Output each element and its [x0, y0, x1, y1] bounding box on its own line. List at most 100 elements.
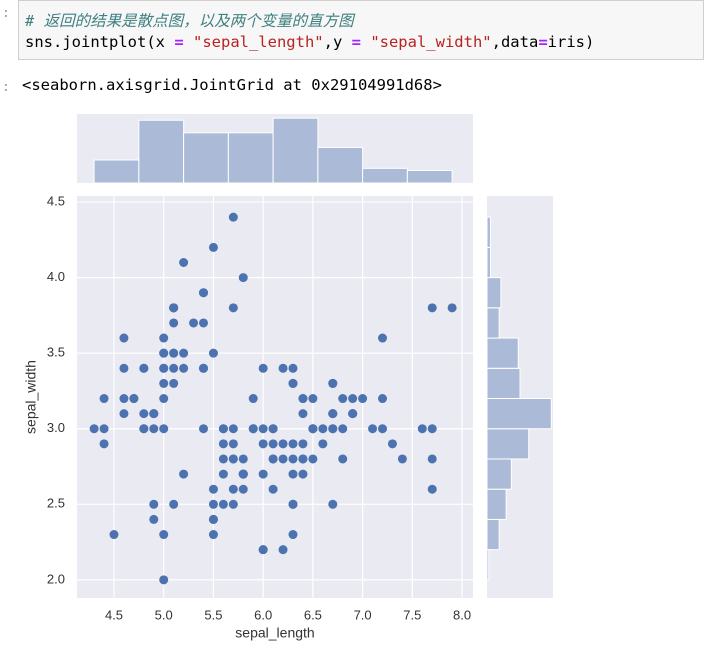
scatter-point	[119, 409, 129, 419]
histogram-bar	[486, 428, 530, 460]
histogram-bar	[486, 277, 502, 309]
scatter-point	[169, 348, 179, 358]
histogram-bar	[138, 119, 185, 184]
histogram-bar	[486, 398, 552, 430]
scatter-point	[218, 424, 228, 434]
scatter-point	[228, 303, 238, 313]
scatter-point	[169, 378, 179, 388]
scatter-point	[119, 394, 129, 404]
scatter-point	[208, 242, 218, 252]
scatter-point	[169, 499, 179, 509]
scatter-point	[198, 318, 208, 328]
scatter-point	[119, 363, 129, 373]
scatter-point	[238, 273, 248, 283]
code-token: sns.jointplot(x	[25, 33, 175, 51]
scatter-point	[278, 439, 288, 449]
scatter-point	[159, 424, 169, 434]
y-axis-label: sepal_width	[23, 360, 39, 434]
scatter-point	[189, 318, 199, 328]
scatter-point	[228, 499, 238, 509]
scatter-point	[179, 363, 189, 373]
scatter-point	[238, 469, 248, 479]
histogram-bar	[486, 367, 521, 400]
code-token: =	[174, 33, 184, 51]
y-tick-label: 4.0	[47, 269, 65, 284]
scatter-point	[288, 530, 298, 540]
scatter-point	[218, 499, 228, 509]
scatter-point	[288, 378, 298, 388]
scatter-point	[328, 499, 338, 509]
scatter-point	[378, 333, 388, 343]
histogram-bar	[406, 169, 453, 184]
prompt: :	[2, 80, 10, 95]
scatter-point	[218, 439, 228, 449]
scatter-point	[139, 363, 149, 373]
scatter-point	[208, 348, 218, 358]
scatter-point	[159, 378, 169, 388]
scatter-point	[328, 409, 338, 419]
code-token: "sepal_width"	[360, 33, 492, 51]
scatter-point	[338, 424, 348, 434]
histogram-bar	[183, 132, 229, 184]
scatter-point	[427, 454, 437, 464]
x-tick-label: 5.5	[204, 607, 222, 622]
code-line: sns.jointplot(x = "sepal_length",y = "se…	[25, 33, 594, 51]
histogram-bar	[272, 117, 319, 184]
scatter-point	[288, 363, 298, 373]
scatter-point	[258, 545, 268, 555]
scatter-point	[208, 499, 218, 509]
scatter-point	[169, 303, 179, 313]
scatter-point	[208, 514, 218, 524]
scatter-point	[338, 394, 348, 404]
scatter-point	[378, 424, 388, 434]
scatter-point	[348, 394, 358, 404]
code-token: =	[538, 33, 548, 51]
scatter-point	[268, 454, 278, 464]
histogram-bar	[227, 132, 274, 184]
scatter-point	[159, 348, 169, 358]
plot-background	[77, 196, 473, 598]
scatter-point	[397, 454, 407, 464]
x-tick-label: 7.0	[354, 607, 372, 622]
scatter-point	[198, 363, 208, 373]
scatter-point	[129, 394, 139, 404]
y-tick-label: 4.5	[47, 193, 65, 208]
scatter-point	[99, 424, 109, 434]
scatter-point	[298, 394, 308, 404]
histogram-bar	[362, 167, 408, 184]
scatter-point	[149, 514, 159, 524]
scatter-point	[228, 424, 238, 434]
scatter-point	[149, 409, 159, 419]
scatter-point	[208, 484, 218, 494]
scatter-point	[318, 424, 328, 434]
histogram-bar	[486, 518, 500, 551]
histogram-bar	[93, 159, 140, 184]
scatter-point	[298, 469, 308, 479]
code-token: iris)	[547, 33, 595, 51]
scatter-point	[258, 469, 268, 479]
scatter-point	[198, 288, 208, 298]
code-cell[interactable]: # 返回的结果是散点图，以及两个变量的直方图 sns.jointplot(x =…	[18, 0, 704, 60]
scatter-point	[228, 454, 238, 464]
scatter-point	[198, 424, 208, 434]
scatter-point	[149, 424, 159, 434]
scatter-point	[427, 303, 437, 313]
scatter-point	[338, 454, 348, 464]
x-tick-label: 6.5	[304, 607, 322, 622]
scatter-point	[179, 257, 189, 267]
scatter-point	[99, 394, 109, 404]
scatter-point	[119, 333, 129, 343]
scatter-point	[218, 454, 228, 464]
scatter-point	[378, 394, 388, 404]
scatter-point	[159, 333, 169, 343]
scatter-point	[179, 469, 189, 479]
x-tick-label: 5.0	[155, 607, 173, 622]
x-tick-label: 8.0	[453, 607, 471, 622]
scatter-point	[258, 439, 268, 449]
scatter-point	[169, 363, 179, 373]
histogram-bar	[317, 146, 364, 184]
scatter-point	[368, 424, 378, 434]
scatter-point	[159, 394, 169, 404]
prompt: :	[2, 6, 10, 21]
